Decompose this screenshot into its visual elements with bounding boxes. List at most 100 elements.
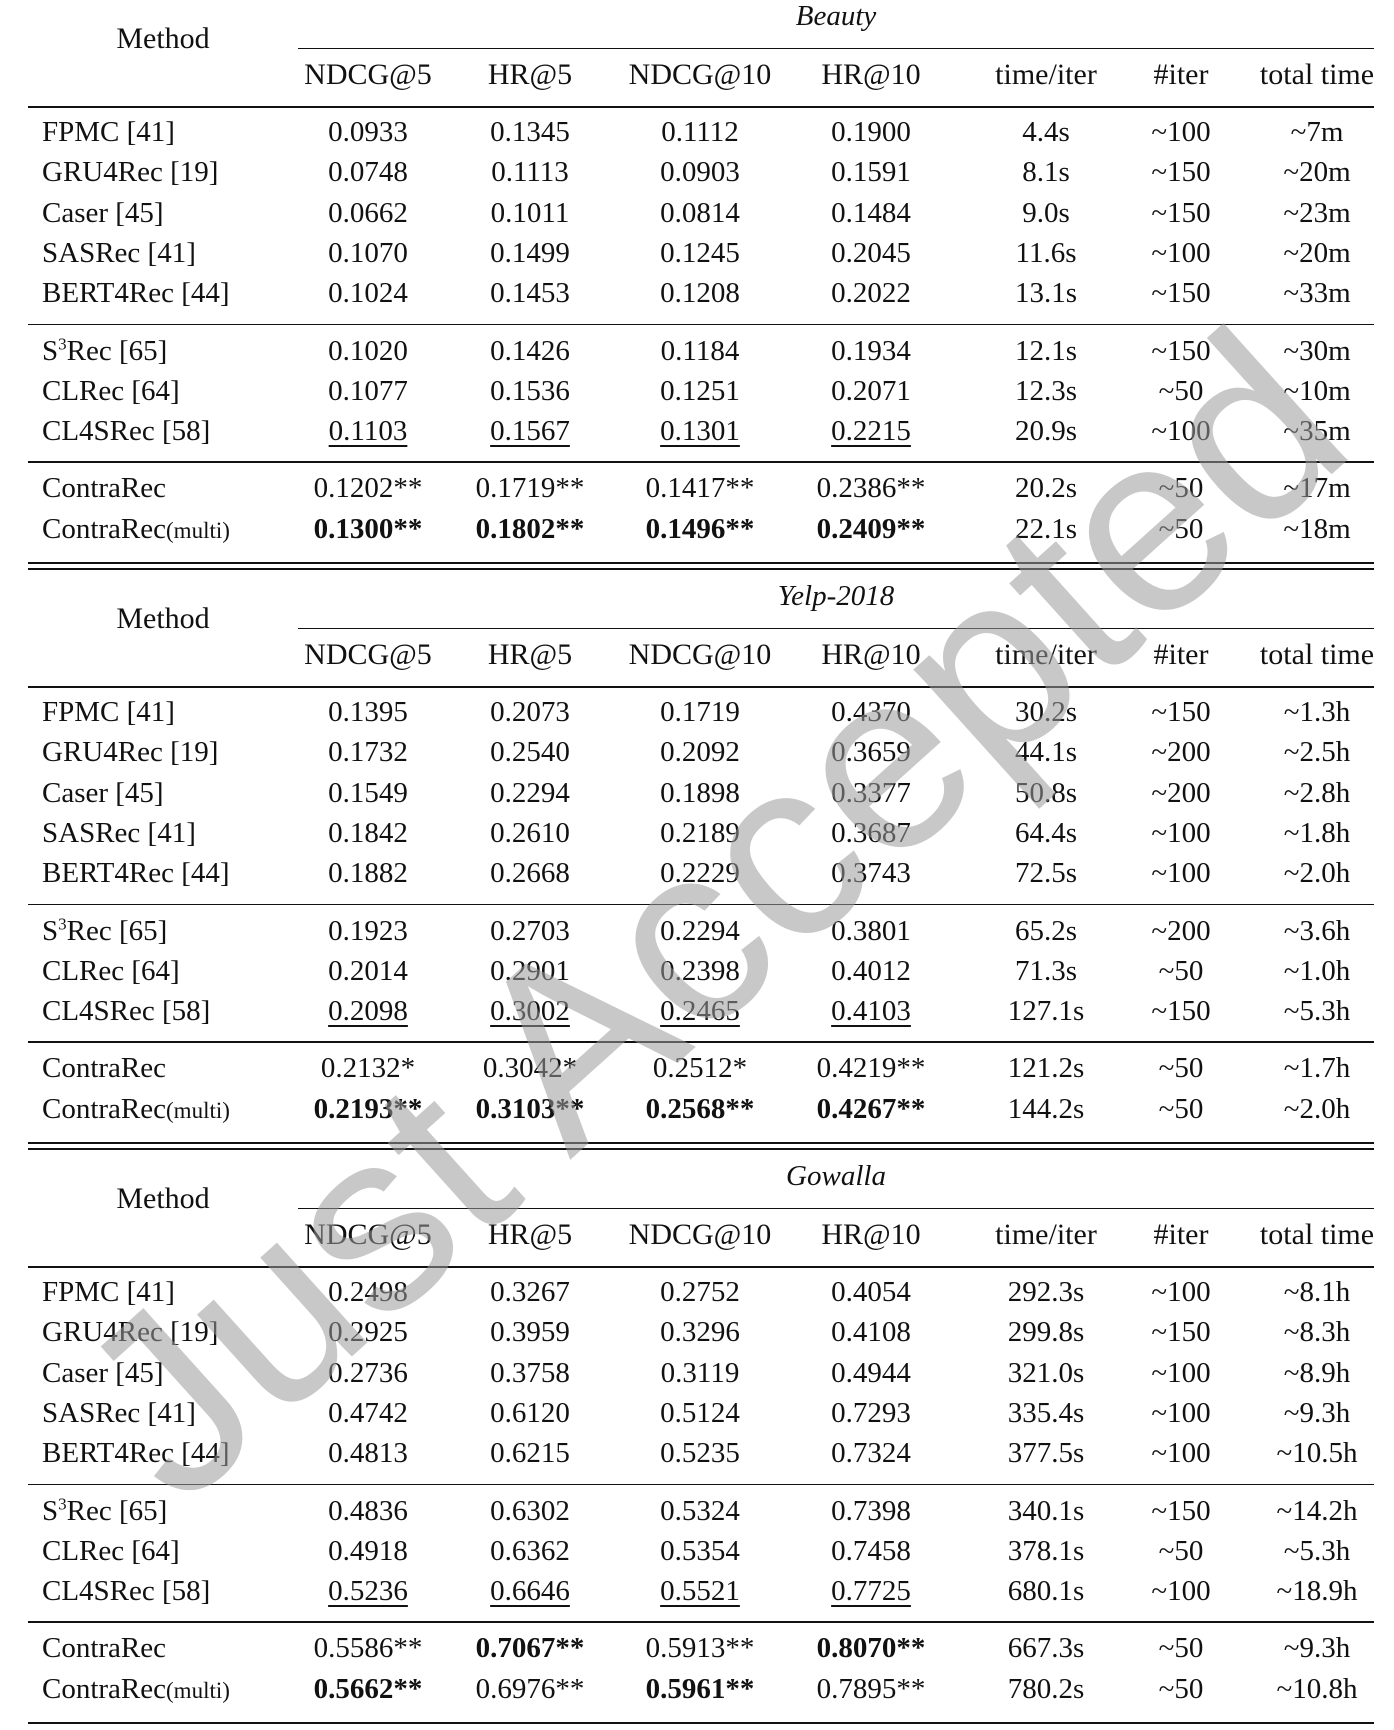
table-cell: ~18m (1232, 513, 1394, 546)
table-cell: 0.7324 (786, 1437, 956, 1470)
cell-value: ~50 (1158, 374, 1204, 407)
cell-value: 0.1300** (313, 512, 423, 545)
cell-value: 0.2132* (320, 1052, 416, 1085)
cell-value: 72.5s (1014, 857, 1078, 890)
method-name: ContraRec (42, 1632, 166, 1665)
method-name: CL4SRec [58] (42, 995, 210, 1028)
table-cell: ~3.6h (1232, 915, 1394, 948)
table-cell: 0.3042* (445, 1052, 615, 1085)
cell-value: 0.1484 (831, 196, 911, 229)
column-header: HR@5 (487, 1218, 573, 1251)
cell-value: 0.7398 (831, 1494, 911, 1527)
table-cell: 0.1345 (445, 116, 615, 149)
table-cell: ~150 (1096, 277, 1266, 310)
table-cell: 0.4267** (786, 1093, 956, 1126)
cell-value: 377.5s (1007, 1437, 1085, 1470)
cell-value: ~2.0h (1283, 857, 1351, 890)
table-cell: 0.5124 (615, 1397, 785, 1430)
method-label: ContraRec (42, 512, 167, 545)
table-cell: 0.2193** (283, 1093, 453, 1126)
table-cell: 12.1s (961, 335, 1131, 368)
table-cell: ~100 (1096, 237, 1266, 270)
cell-value: ~50 (1158, 512, 1204, 545)
table-cell: 0.3758 (445, 1357, 615, 1390)
table-cell: ~14.2h (1232, 1495, 1394, 1528)
cell-value: 0.1499 (490, 236, 570, 269)
cell-value: ~20m (1283, 156, 1351, 189)
cell-value: 0.0748 (328, 156, 408, 189)
table-cell: 0.2465 (615, 995, 785, 1028)
table-cell: ~10m (1232, 375, 1394, 408)
table-cell: 0.4054 (786, 1276, 956, 1309)
cell-value: 0.1842 (328, 816, 408, 849)
cell-value: 0.1496** (645, 512, 755, 545)
cell-value: 292.3s (1007, 1276, 1085, 1308)
method-label: CLRec [64] (42, 374, 180, 407)
table-cell: 0.0662 (283, 197, 453, 230)
cell-value: 0.1549 (328, 776, 408, 809)
table-cell: 0.2398 (615, 955, 785, 988)
method-name: CLRec [64] (42, 375, 180, 408)
method-name: FPMC [41] (42, 116, 175, 149)
cell-value: 0.0903 (660, 156, 740, 189)
column-header: #iter (1153, 58, 1209, 91)
cell-value: 0.1395 (328, 696, 408, 728)
cell-value: ~9.3h (1283, 1632, 1351, 1665)
cell-value: 0.3758 (490, 1356, 570, 1389)
cell-value: ~100 (1151, 116, 1211, 148)
cell-value: 71.3s (1014, 954, 1078, 987)
table-cell: ~50 (1096, 472, 1266, 505)
table-cell: 0.2022 (786, 277, 956, 310)
dataset-title: Beauty (795, 0, 877, 32)
method-label: Caser [45] (42, 196, 164, 229)
method-label: Caser [45] (42, 776, 164, 809)
table-cell: 0.6976** (445, 1673, 615, 1706)
cell-value: 0.5913** (645, 1632, 755, 1665)
table-bottom-rule (28, 1722, 1374, 1724)
table-cell: ~100 (1096, 1575, 1266, 1608)
cell-value: 0.5662** (313, 1672, 423, 1705)
cell-value: 0.5354 (660, 1534, 740, 1567)
cell-value: 0.6362 (490, 1534, 570, 1567)
cell-value: 0.0662 (328, 196, 408, 229)
table-cell: 0.1923 (283, 915, 453, 948)
table-cell: 144.2s (961, 1093, 1131, 1126)
cell-value: 0.1591 (831, 156, 911, 189)
table-cell: 44.1s (961, 736, 1131, 769)
cell-value: ~33m (1283, 277, 1351, 310)
column-header: time/iter (995, 638, 1097, 671)
table-cell: 292.3s (961, 1276, 1131, 1309)
table-cell: 50.8s (961, 777, 1131, 810)
method-label: CLRec [64] (42, 954, 180, 987)
table-cell: ~150 (1096, 1495, 1266, 1528)
table-cell: ~100 (1096, 1437, 1266, 1470)
cell-value: ~50 (1158, 1092, 1204, 1125)
column-header: NDCG@5 (304, 58, 432, 91)
dataset-title: Yelp-2018 (777, 580, 895, 612)
table-cell: ~200 (1096, 777, 1266, 810)
table-cell: 0.4944 (786, 1357, 956, 1390)
method-label: CL4SRec [58] (42, 1575, 211, 1608)
cell-value: 0.1251 (660, 374, 740, 407)
table-cell: 121.2s (961, 1052, 1131, 1085)
method-header: Method (116, 602, 210, 635)
cell-value: 667.3s (1007, 1632, 1085, 1665)
table-cell: 667.3s (961, 1632, 1131, 1665)
table-cell: 0.1536 (445, 375, 615, 408)
cell-value: 0.2512* (652, 1052, 748, 1085)
cell-value: 121.2s (1007, 1052, 1085, 1085)
cell-value: 0.6646 (490, 1575, 570, 1608)
table-cell: 0.4836 (283, 1495, 453, 1528)
cell-value: 9.0s (1022, 196, 1070, 229)
cell-value: 12.3s (1014, 374, 1078, 407)
table-cell: 377.5s (961, 1437, 1131, 1470)
table-cell: 0.7458 (786, 1535, 956, 1568)
cell-value: ~1.0h (1283, 954, 1351, 987)
table-cell: ~5.3h (1232, 995, 1394, 1028)
cell-value: 0.7725 (831, 1575, 911, 1608)
cell-value: 0.4219** (816, 1052, 926, 1085)
table-cell: 0.1103 (283, 415, 453, 448)
cell-value: 0.3687 (831, 816, 911, 849)
cell-value: 0.2294 (660, 914, 740, 947)
table-cell: 0.2703 (445, 915, 615, 948)
